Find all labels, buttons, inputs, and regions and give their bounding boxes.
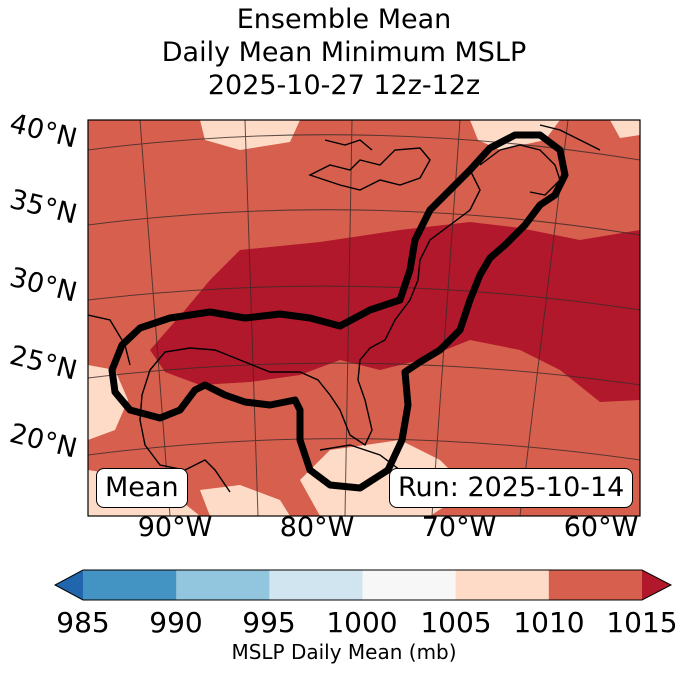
mslp-contour <box>108 131 569 492</box>
title-line-2: Daily Mean Minimum MSLP <box>161 37 527 68</box>
colorbar-extend-low <box>55 570 83 600</box>
lon-label-60: 60°W <box>563 512 639 543</box>
mean-annotation: Mean <box>96 468 188 508</box>
lon-label-80: 80°W <box>279 512 355 543</box>
colorbar-band <box>83 570 177 600</box>
colorbar-tick: 1010 <box>513 606 585 639</box>
field-1005-1010-ne-corner <box>610 120 640 138</box>
colorbar-band <box>362 570 457 600</box>
colorbar-band <box>455 570 550 600</box>
colorbar-tick: 1015 <box>606 606 678 639</box>
run-date-annotation: Run: 2025-10-14 <box>389 468 634 508</box>
map-frame <box>87 119 641 517</box>
colorbar-extend-high <box>642 570 671 600</box>
title-line-3: 2025-10-27 12z-12z <box>207 70 481 101</box>
colorbar-band <box>176 570 270 600</box>
field-above-1015 <box>150 222 640 402</box>
colorbar-label: MSLP Daily Mean (mb) <box>231 640 457 664</box>
colorbar-tick: 1000 <box>326 606 398 639</box>
colorbar-tick: 990 <box>149 606 203 639</box>
colorbar-tick: 1005 <box>420 606 492 639</box>
lon-label-70: 70°W <box>421 512 497 543</box>
field-1005-1010-south <box>200 485 290 516</box>
field-1005-1010-west <box>88 365 128 440</box>
field-1005-1010-north <box>200 120 300 150</box>
title-line-1: Ensemble Mean <box>236 4 452 35</box>
lon-label-90: 90°W <box>137 512 213 543</box>
colorbar-band <box>269 570 363 600</box>
colorbar-band <box>548 570 643 600</box>
colorbar-tick: 995 <box>242 606 296 639</box>
colorbar-outline <box>53 569 673 601</box>
colorbar-tick: 985 <box>56 606 110 639</box>
